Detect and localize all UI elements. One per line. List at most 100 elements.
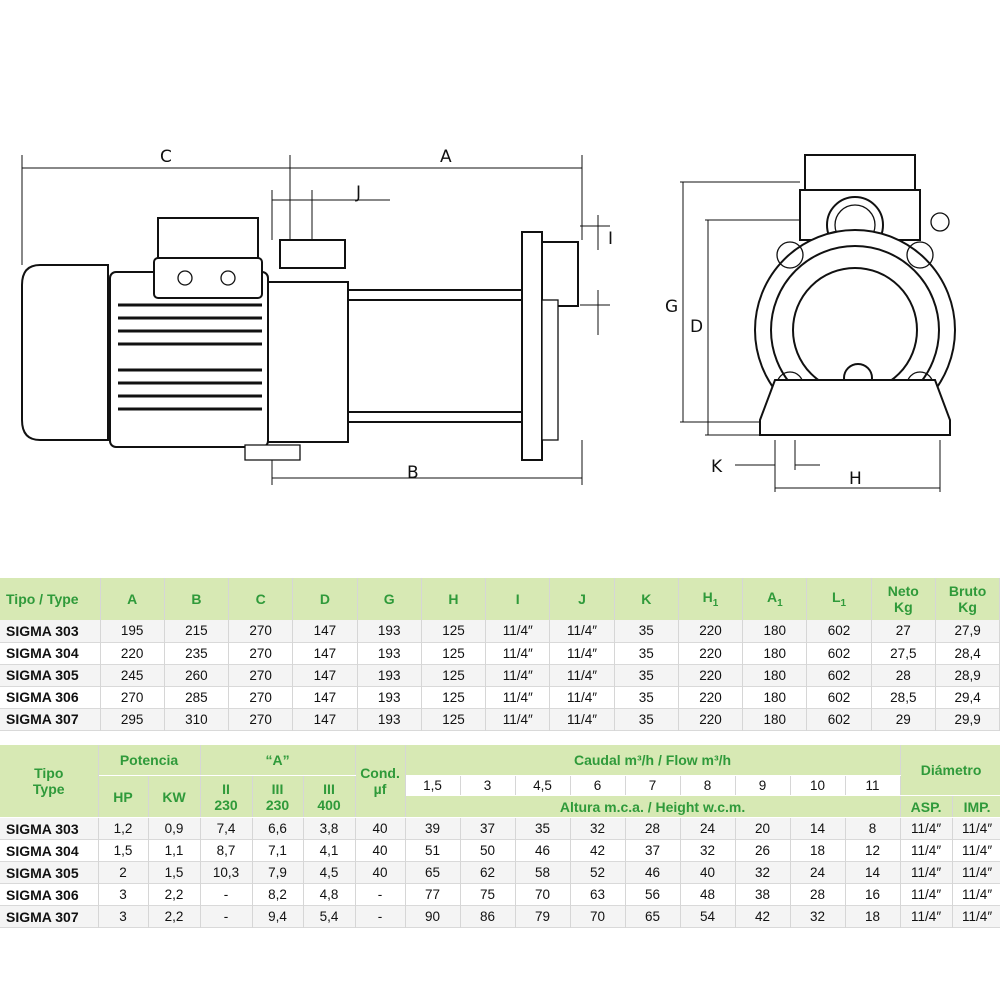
flow-value-header: 11: [845, 775, 901, 796]
value-cell: 220: [678, 664, 744, 686]
header-tipo-type: Tipo Type: [0, 745, 99, 818]
model-name-cell: SIGMA 307: [0, 708, 101, 730]
header-bruto: Bruto Kg: [935, 578, 1000, 620]
value-cell: 3: [98, 905, 149, 928]
value-cell: 86: [460, 905, 516, 928]
dim-label-j: J: [355, 183, 361, 203]
flow-value-header: 7: [625, 775, 681, 796]
value-cell: 3: [98, 883, 149, 906]
value-cell: -: [200, 905, 253, 928]
value-cell: 245: [100, 664, 165, 686]
value-cell: 32: [680, 839, 736, 862]
value-cell: 11/4″: [485, 686, 551, 708]
header-b: B: [164, 578, 230, 620]
value-cell: 35: [614, 708, 679, 730]
value-cell: 29: [871, 708, 936, 730]
value-cell: 602: [806, 664, 872, 686]
value-cell: 39: [405, 817, 461, 840]
value-cell: 602: [806, 686, 872, 708]
value-cell: 24: [790, 861, 846, 884]
header-height: Altura m.c.a. / Height w.c.m.: [405, 795, 901, 818]
value-cell: 7,1: [252, 839, 304, 862]
header-amp-ii-230: II 230: [200, 775, 253, 818]
header-a: A: [100, 578, 165, 620]
value-cell: 1,2: [98, 817, 149, 840]
value-cell: 70: [570, 905, 626, 928]
value-cell: 28: [871, 664, 936, 686]
performance-table-body: SIGMA 303 1,2 0,9 7,4 6,6 3,8 40 39 37 35 32 28 24 20…: [0, 817, 1000, 928]
value-cell: 28,4: [935, 642, 1000, 664]
header-imp: IMP.: [952, 795, 1000, 818]
value-cell: 220: [678, 708, 744, 730]
value-cell: 270: [228, 686, 294, 708]
value-cell: 0,9: [148, 817, 201, 840]
value-cell: 270: [228, 620, 294, 642]
value-cell: 65: [625, 905, 681, 928]
header-neto-l1: Neto: [887, 583, 919, 599]
value-cell: 18: [790, 839, 846, 862]
value-cell: 220: [678, 620, 744, 642]
value-cell: 11/4″: [952, 905, 1000, 928]
value-cell: 48: [680, 883, 736, 906]
value-cell: 193: [357, 708, 422, 730]
performance-header-row-2: HP KW II 230 III 230 III 400 1,5 3 4,5 6 7 8 9 10 1…: [0, 775, 1000, 818]
value-cell: 11/4″: [485, 642, 551, 664]
value-cell: 75: [460, 883, 516, 906]
table-row: SIGMA 306 3 2,2-8,2 4,8-77 75 70 63 56 48 38 28 16 1…: [0, 883, 1000, 906]
value-cell: 602: [806, 620, 872, 642]
header-hp: HP: [98, 775, 149, 818]
table-row: SIGMA 305 245 260 270 147 193 125 11/4″ 11/4″ 35 2…: [0, 664, 1000, 686]
value-cell: 1,5: [98, 839, 149, 862]
value-cell: 37: [625, 839, 681, 862]
value-cell: 195: [100, 620, 165, 642]
header-amp-iii-400: III 400: [303, 775, 356, 818]
header-h1: H1: [678, 578, 744, 620]
dimensions-header-row: Tipo / Type A B C D G H I J K H1 A1 L1 N…: [0, 578, 1000, 620]
value-cell: 65: [405, 861, 461, 884]
table-row: SIGMA 303 1,2 0,9 7,4 6,6 3,8 40 39 37 35 32 28 24 20…: [0, 817, 1000, 840]
value-cell: 602: [806, 708, 872, 730]
value-cell: 11/4″: [549, 686, 615, 708]
value-cell: 14: [790, 817, 846, 840]
header-bruto-l1: Bruto: [948, 583, 987, 599]
value-cell: 285: [164, 686, 230, 708]
value-cell: 270: [228, 664, 294, 686]
value-cell: 14: [845, 861, 901, 884]
value-cell: 79: [515, 905, 571, 928]
table-row: SIGMA 303 195 215 270 147 193 125 11/4″ 11/4″ 35 2…: [0, 620, 1000, 642]
flow-value-header: 3: [460, 775, 516, 796]
header-kw: KW: [148, 775, 201, 818]
header-potencia: Potencia: [98, 745, 201, 776]
header-l1-main: L: [831, 589, 841, 606]
value-cell: 220: [100, 642, 165, 664]
performance-header-row-3: Altura m.c.a. / Height w.c.m. ASP. IMP.: [0, 795, 1000, 818]
value-cell: 180: [742, 708, 808, 730]
value-cell: 10,3: [200, 861, 253, 884]
value-cell: 11/4″: [549, 664, 615, 686]
value-cell: 180: [742, 620, 808, 642]
value-cell: 70: [515, 883, 571, 906]
value-cell: 11/4″: [549, 642, 615, 664]
header-d: D: [292, 578, 358, 620]
header-neto-l2: Kg: [893, 599, 913, 615]
value-cell: 180: [742, 664, 808, 686]
value-cell: 270: [228, 708, 294, 730]
dim-label-d: D: [690, 317, 703, 337]
value-cell: 260: [164, 664, 230, 686]
value-cell: 28: [625, 817, 681, 840]
value-cell: 7,9: [252, 861, 304, 884]
value-cell: 29,4: [935, 686, 1000, 708]
value-cell: 125: [421, 664, 487, 686]
dim-label-g: G: [665, 297, 678, 317]
model-name-cell: SIGMA 305: [0, 664, 101, 686]
performance-table: Tipo Type Potencia “A” Cond. µf Caudal m³/…: [0, 745, 1000, 928]
table-row: SIGMA 304 1,5 1,1 8,7 7,1 4,1 40 51 50 46 42 37 32 26…: [0, 839, 1000, 862]
model-name-cell: SIGMA 304: [0, 839, 99, 862]
value-cell: 147: [292, 708, 358, 730]
header-cond: Cond. µf: [355, 745, 406, 818]
amp-phase: III: [323, 780, 335, 797]
value-cell: 310: [164, 708, 230, 730]
value-cell: 12: [845, 839, 901, 862]
header-j: J: [549, 578, 615, 620]
value-cell: 28,9: [935, 664, 1000, 686]
